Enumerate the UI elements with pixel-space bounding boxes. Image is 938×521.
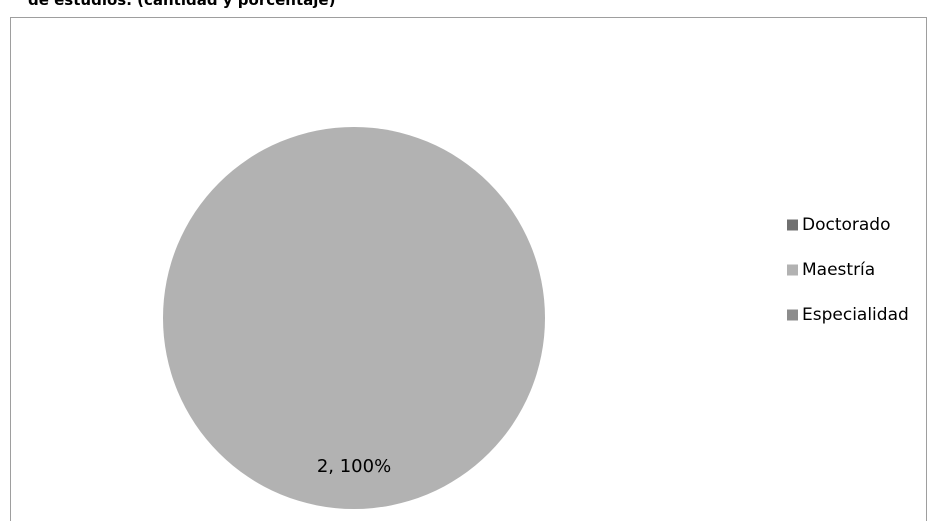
chart-caption: de estudios. (cantidad y porcentaje): [28, 0, 336, 9]
pie-slices: [163, 127, 545, 509]
pie-data-label-maestria: 2, 100%: [317, 456, 391, 477]
pie-data-labels: 2, 100%: [317, 456, 391, 477]
legend-label-doctorado: Doctorado: [802, 215, 891, 235]
legend-swatch-especialidad: [787, 309, 798, 321]
legend-swatch-maestria: [787, 264, 798, 276]
pie-slice-maestria: [163, 127, 545, 509]
legend-label-especialidad: Especialidad: [802, 305, 909, 325]
legend-label-maestria: Maestría: [802, 260, 875, 280]
legend-swatch-doctorado: [787, 219, 798, 231]
chart-legend: Doctorado Maestría Especialidad: [787, 215, 909, 325]
